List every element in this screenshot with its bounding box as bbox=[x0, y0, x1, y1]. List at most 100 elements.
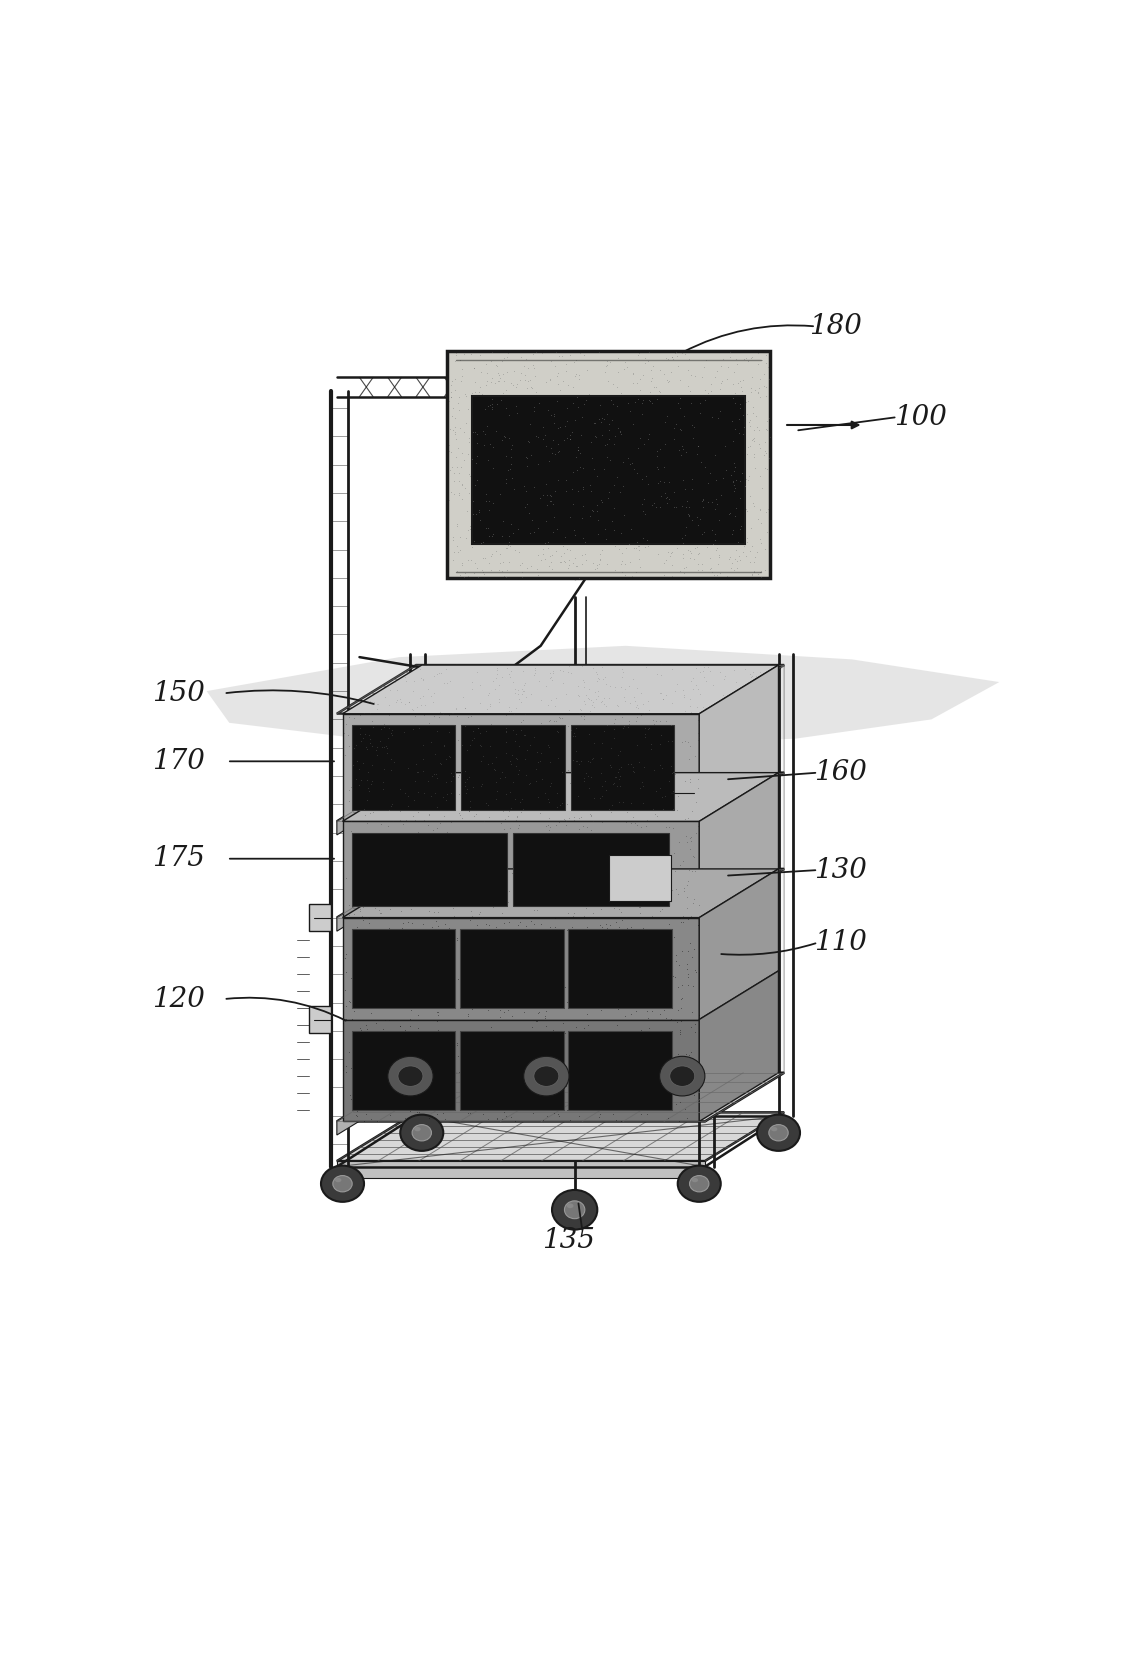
Point bbox=[523, 1082, 542, 1108]
Point bbox=[496, 715, 514, 741]
Point bbox=[569, 683, 587, 710]
Point bbox=[456, 382, 475, 409]
Point bbox=[635, 825, 653, 852]
Point bbox=[593, 538, 611, 564]
Point bbox=[347, 1102, 365, 1128]
Point bbox=[650, 379, 668, 405]
Point bbox=[426, 992, 444, 1019]
Point bbox=[640, 953, 658, 979]
Point bbox=[432, 1034, 451, 1060]
Point bbox=[476, 982, 494, 1009]
Point bbox=[508, 1039, 526, 1065]
Point bbox=[625, 787, 643, 814]
Point bbox=[637, 739, 655, 766]
Point bbox=[432, 920, 451, 946]
Point bbox=[662, 562, 681, 589]
Point bbox=[611, 762, 629, 789]
Point bbox=[737, 524, 756, 551]
Point bbox=[641, 504, 659, 531]
Point bbox=[364, 1025, 382, 1052]
Point bbox=[352, 767, 370, 794]
Point bbox=[501, 748, 519, 774]
Point bbox=[678, 372, 696, 399]
Point bbox=[617, 473, 635, 500]
Point bbox=[376, 715, 394, 741]
Point bbox=[384, 741, 402, 767]
Point bbox=[584, 857, 602, 883]
Point bbox=[380, 797, 398, 824]
Point bbox=[561, 1107, 579, 1133]
Point bbox=[642, 508, 660, 534]
Point bbox=[475, 455, 493, 481]
Point bbox=[592, 994, 610, 1021]
Point bbox=[531, 938, 550, 964]
Point bbox=[527, 655, 545, 681]
Point bbox=[348, 748, 366, 774]
Point bbox=[361, 872, 379, 898]
Point bbox=[399, 844, 418, 870]
Point bbox=[378, 736, 396, 762]
Point bbox=[361, 827, 379, 853]
Point bbox=[537, 673, 555, 700]
Point bbox=[595, 455, 613, 481]
Point bbox=[481, 711, 500, 738]
Point bbox=[715, 524, 733, 551]
Point bbox=[733, 473, 751, 500]
Point bbox=[464, 951, 483, 978]
Point bbox=[415, 762, 434, 789]
Point bbox=[399, 910, 418, 936]
Point bbox=[556, 414, 575, 440]
Point bbox=[530, 743, 549, 769]
Point bbox=[659, 728, 677, 754]
Point bbox=[660, 468, 678, 495]
Point bbox=[645, 880, 663, 906]
Point bbox=[459, 395, 477, 422]
Ellipse shape bbox=[690, 1176, 709, 1193]
Point bbox=[566, 407, 584, 433]
Point bbox=[494, 1085, 512, 1111]
Point bbox=[757, 498, 775, 524]
Point bbox=[633, 769, 651, 796]
Point bbox=[674, 541, 692, 567]
Point bbox=[745, 442, 764, 468]
Point bbox=[480, 804, 498, 830]
Point bbox=[651, 463, 669, 490]
Point bbox=[504, 372, 522, 399]
Point bbox=[597, 460, 616, 486]
Point bbox=[597, 911, 616, 938]
Point bbox=[528, 896, 546, 923]
Point bbox=[566, 805, 584, 832]
Point bbox=[564, 518, 583, 544]
Point bbox=[423, 762, 442, 789]
Point bbox=[353, 976, 371, 1002]
Point bbox=[399, 792, 418, 819]
Point bbox=[634, 1022, 652, 1049]
Point bbox=[561, 1080, 579, 1107]
Ellipse shape bbox=[769, 1125, 789, 1141]
Point bbox=[420, 802, 438, 829]
Point bbox=[684, 463, 702, 490]
Point bbox=[426, 839, 444, 865]
Point bbox=[674, 676, 692, 703]
Point bbox=[622, 432, 641, 458]
Point bbox=[670, 1019, 688, 1045]
Point bbox=[683, 999, 701, 1025]
Point bbox=[502, 796, 520, 822]
Point bbox=[391, 1012, 410, 1039]
Point bbox=[423, 817, 442, 844]
Point bbox=[651, 485, 669, 511]
Point bbox=[571, 481, 589, 508]
Point bbox=[509, 1019, 527, 1045]
Point bbox=[484, 531, 502, 557]
Point bbox=[564, 877, 583, 903]
Point bbox=[612, 559, 630, 586]
Point bbox=[677, 440, 695, 466]
Point bbox=[348, 1039, 366, 1065]
Point bbox=[757, 417, 775, 443]
Point bbox=[485, 394, 503, 420]
Point bbox=[471, 690, 489, 716]
Point bbox=[707, 486, 725, 513]
Point bbox=[541, 772, 559, 799]
Point bbox=[665, 925, 683, 951]
Point bbox=[596, 526, 615, 552]
